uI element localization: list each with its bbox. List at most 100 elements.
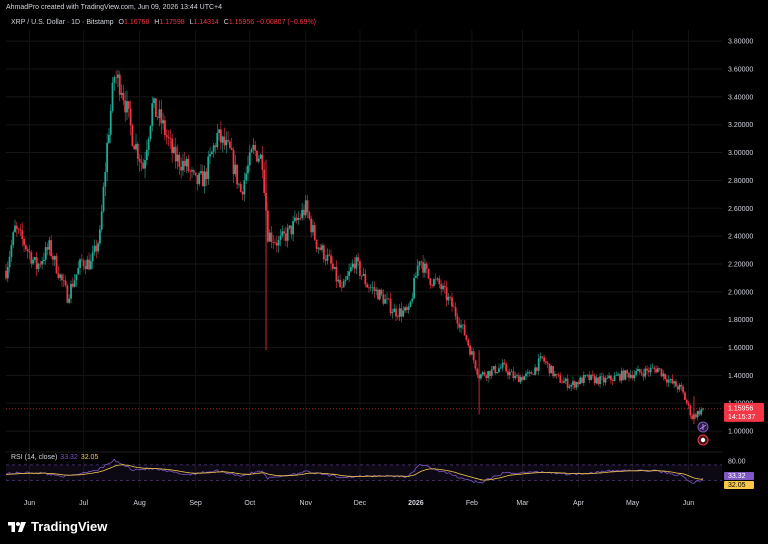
candle-body: [120, 92, 123, 95]
candle-body: [210, 151, 213, 155]
candle-body: [644, 368, 647, 377]
candle-body: [133, 145, 136, 150]
candle-body: [510, 371, 513, 373]
candle-body: [333, 266, 336, 269]
candle-body: [438, 278, 441, 285]
markers: [697, 421, 709, 446]
candle-body: [673, 381, 676, 384]
candles: [5, 70, 704, 425]
candle-body: [680, 384, 683, 387]
candle-body: [5, 270, 7, 279]
candle-body: [10, 245, 13, 257]
candle-body: [167, 136, 170, 139]
candle-body: [227, 140, 230, 142]
candle-body: [337, 279, 340, 282]
candle-body: [651, 367, 654, 369]
candle-body: [97, 243, 99, 252]
candle-body: [501, 362, 504, 368]
candle-body: [57, 273, 60, 278]
candle-body: [304, 200, 307, 216]
candle-body: [50, 240, 53, 257]
candle-body: [665, 379, 668, 383]
candle-body: [521, 376, 524, 381]
candle-body: [15, 225, 18, 229]
candle-body: [382, 294, 385, 304]
candle-body: [505, 364, 508, 372]
candle-body: [324, 259, 327, 261]
candle-body: [431, 285, 434, 286]
candle-body: [95, 245, 98, 252]
symbol-name[interactable]: XRP / U.S. Dollar · 1D · Bitstamp: [11, 19, 114, 26]
candle-body: [151, 103, 154, 127]
open-label: O: [118, 19, 124, 26]
candle-body: [640, 372, 643, 374]
candle-body: [528, 372, 531, 373]
candle-body: [189, 171, 192, 172]
candle-body: [689, 405, 692, 416]
time-tick-label: Jun: [683, 500, 694, 507]
candle-body: [590, 374, 592, 381]
candle-body: [676, 386, 679, 390]
candle-body: [272, 242, 275, 243]
candle-body: [256, 150, 258, 162]
time-tick-label: May: [626, 500, 640, 507]
candle-body: [566, 378, 569, 388]
time-tick-label: Nov: [300, 500, 313, 507]
candle-body: [582, 375, 585, 384]
candle-body: [230, 147, 233, 150]
candle-body: [575, 382, 578, 388]
candle-body: [144, 160, 146, 169]
candle-body: [523, 376, 526, 381]
grid: [6, 30, 722, 488]
candle-body: [635, 371, 638, 375]
candle-body: [611, 379, 614, 381]
candle-body: [319, 247, 322, 250]
candle-body: [243, 180, 246, 195]
candle-body: [445, 287, 448, 301]
candle-body: [124, 100, 127, 113]
candle-body: [629, 374, 632, 378]
price-tick-label: 1.80000: [728, 317, 753, 324]
candle-body: [649, 368, 652, 373]
candle-body: [584, 374, 587, 376]
candle-body: [545, 361, 547, 363]
candle-body: [279, 235, 282, 241]
price-tick-label: 2.00000: [728, 289, 753, 296]
candle-body: [113, 77, 116, 83]
price-tick-label: 3.00000: [728, 150, 753, 157]
candle-body: [182, 160, 184, 171]
candle-body: [387, 298, 390, 300]
candle-body: [62, 280, 65, 281]
candle-body: [364, 273, 367, 285]
candle-body: [108, 134, 110, 143]
candle-body: [411, 298, 414, 302]
rsi-label[interactable]: RSI (14, close): [11, 454, 58, 461]
candle-body: [288, 225, 291, 228]
time-tick-label: Sep: [189, 500, 202, 507]
candle-body: [52, 256, 54, 260]
candle-body: [236, 164, 239, 185]
candle-body: [173, 146, 175, 154]
candle-body: [512, 371, 515, 379]
candle-body: [517, 375, 520, 383]
time-tick-label: Dec: [354, 500, 367, 507]
candle-body: [75, 274, 78, 281]
candle-body: [174, 146, 177, 162]
candle-body: [460, 325, 462, 328]
candle-body: [602, 376, 605, 383]
candle-body: [591, 374, 594, 376]
candle-body: [245, 173, 248, 181]
candle-body: [295, 217, 298, 221]
candle-body: [194, 172, 197, 176]
candle-body: [185, 158, 188, 167]
candle-body: [129, 108, 132, 126]
candle-body: [613, 375, 616, 381]
candle-body: [469, 345, 471, 355]
candle-body: [440, 284, 443, 290]
candle-body: [535, 367, 538, 371]
candle-body: [610, 375, 612, 380]
candle-body: [284, 233, 287, 241]
candle-body: [638, 369, 641, 373]
price-tick-label: 2.60000: [728, 206, 753, 213]
